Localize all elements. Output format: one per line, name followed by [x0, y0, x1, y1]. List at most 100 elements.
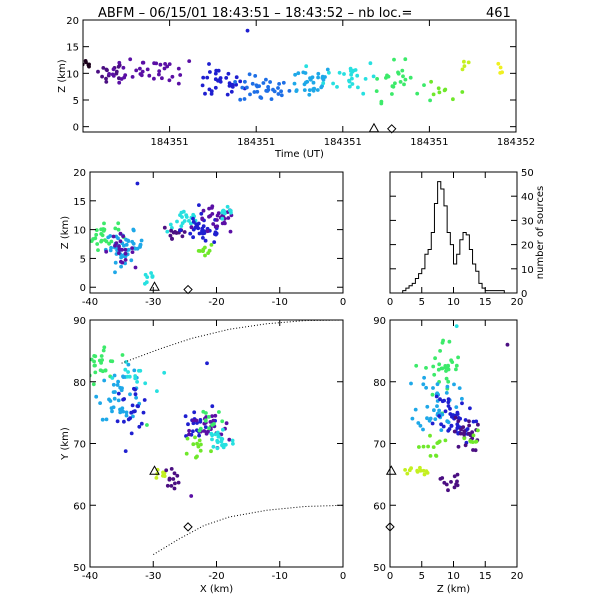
source-point	[128, 416, 133, 421]
source-point	[123, 251, 128, 256]
source-point	[446, 404, 451, 408]
source-point	[157, 69, 162, 73]
source-point	[462, 436, 467, 441]
source-point	[456, 355, 460, 360]
source-point	[133, 374, 138, 378]
source-point	[150, 274, 155, 278]
source-point	[96, 248, 100, 253]
source-point	[185, 436, 190, 441]
source-point	[449, 480, 453, 484]
source-point	[176, 81, 181, 86]
source-point	[90, 357, 94, 362]
source-point	[434, 394, 439, 399]
source-point	[180, 234, 185, 239]
source-point	[169, 484, 174, 488]
source-point	[132, 368, 137, 373]
source-point	[450, 360, 455, 364]
source-point	[438, 397, 442, 402]
x-tick-label: 184351	[237, 137, 275, 148]
source-point	[138, 243, 143, 248]
source-point	[444, 369, 448, 373]
x-tick-label: 20	[511, 297, 524, 308]
x-axis-label: X (km)	[200, 584, 233, 595]
y-tick-label: 50	[373, 563, 386, 574]
source-point	[331, 81, 335, 86]
source-point	[117, 244, 121, 249]
source-point	[123, 258, 128, 262]
source-point	[203, 418, 208, 423]
source-point	[247, 72, 252, 77]
source-point	[95, 242, 100, 246]
source-point	[277, 82, 281, 86]
source-point	[215, 446, 220, 451]
y-tick-label: 0	[73, 123, 79, 134]
y-tick-label: 50	[73, 563, 86, 574]
source-point	[216, 434, 221, 438]
source-point	[124, 360, 128, 364]
source-point	[454, 363, 459, 368]
source-point	[225, 204, 230, 209]
source-point	[107, 72, 111, 76]
source-point	[226, 71, 231, 76]
source-point	[220, 419, 225, 424]
source-point	[415, 91, 420, 96]
source-point	[505, 342, 510, 347]
y-axis-label: number of sources	[535, 186, 546, 279]
source-point	[234, 75, 239, 80]
source-point	[117, 247, 122, 252]
source-point	[213, 85, 218, 90]
source-point	[398, 80, 403, 84]
source-point	[111, 234, 116, 239]
source-point	[187, 432, 191, 437]
source-point	[176, 66, 181, 71]
source-point	[447, 339, 452, 344]
source-point	[116, 398, 121, 403]
source-point	[112, 396, 117, 401]
source-point	[405, 471, 410, 476]
source-point	[281, 80, 286, 85]
source-point	[347, 84, 352, 89]
source-point	[194, 222, 199, 227]
source-point	[205, 229, 210, 234]
y-tick-label: 80	[73, 378, 86, 389]
source-point	[99, 232, 104, 236]
source-point	[124, 237, 128, 242]
source-point	[90, 239, 94, 243]
source-point	[104, 417, 109, 422]
source-point	[170, 237, 174, 241]
source-point	[307, 92, 312, 97]
source-point	[266, 85, 270, 89]
source-point	[436, 86, 441, 91]
source-point	[111, 405, 116, 410]
source-point	[99, 354, 104, 358]
source-point	[128, 57, 133, 62]
source-point	[141, 410, 146, 415]
source-point	[414, 363, 419, 368]
source-point	[124, 413, 129, 418]
x-tick-label: -30	[145, 571, 161, 582]
source-point	[209, 243, 214, 247]
source-point	[171, 477, 176, 481]
source-point	[158, 62, 163, 67]
source-point	[199, 211, 204, 216]
y-tick-label: 20	[73, 168, 86, 179]
y-tick-label: 50	[521, 168, 534, 179]
source-point	[276, 92, 281, 96]
source-point	[227, 437, 232, 442]
source-point	[230, 438, 235, 443]
source-point	[439, 428, 444, 432]
source-point	[348, 66, 353, 71]
source-point	[321, 77, 326, 82]
source-point	[130, 246, 135, 251]
source-point	[83, 62, 85, 67]
source-point	[245, 28, 250, 33]
source-point	[203, 253, 207, 258]
source-point	[453, 415, 458, 420]
source-point	[471, 419, 476, 424]
x-tick-label: 0	[387, 571, 393, 582]
source-point	[203, 425, 208, 429]
source-point	[133, 392, 138, 397]
source-point	[196, 249, 201, 253]
source-point	[296, 71, 301, 76]
